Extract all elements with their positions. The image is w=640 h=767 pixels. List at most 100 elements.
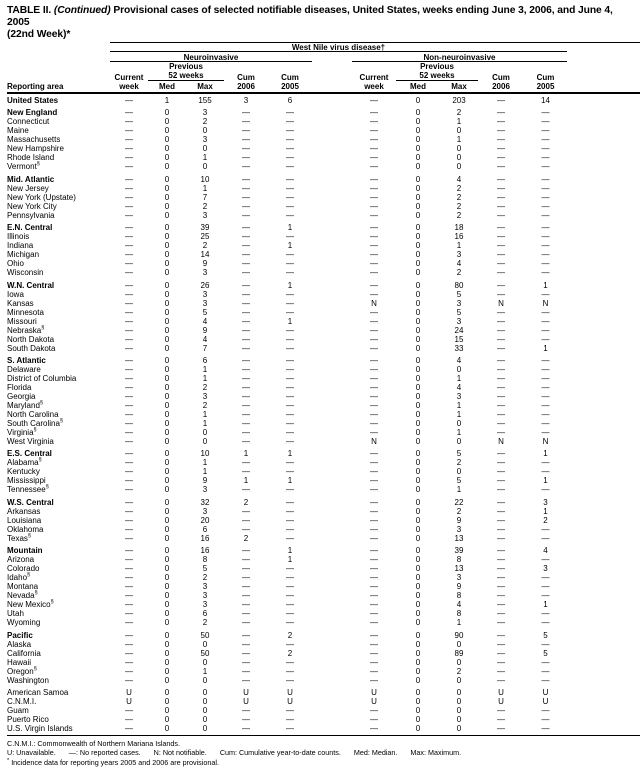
cell-value: 13 xyxy=(454,564,464,574)
cell-value: 2 xyxy=(456,183,462,193)
cell-value: 0 xyxy=(415,192,421,202)
cell-value: 0 xyxy=(415,696,421,706)
cell-value: 0 xyxy=(164,223,170,233)
cell-value: — xyxy=(541,201,550,211)
row-area-label: Connecticut xyxy=(7,117,50,127)
table-row: Colorado — 0 5 — — — 0 13 — 3 xyxy=(7,564,640,573)
row-area-label: E.S. Central xyxy=(7,449,52,459)
cell-value: 0 xyxy=(415,174,421,184)
cell-value: 1 xyxy=(202,458,208,468)
cell-value: 16 xyxy=(200,533,210,543)
cell-value: — xyxy=(370,666,378,676)
cell-value: 0 xyxy=(415,618,421,628)
cell-value: — xyxy=(497,497,505,507)
cell-value: — xyxy=(541,289,550,299)
cell-value: 0 xyxy=(164,201,170,211)
table-row: Florida — 0 2 — — — 0 4 — — xyxy=(7,383,640,392)
cell-value: — xyxy=(286,144,294,154)
cell-value: 0 xyxy=(456,436,462,446)
cell-value: 0 xyxy=(164,391,170,401)
cell-value: 2 xyxy=(202,201,208,211)
cell-value: — xyxy=(286,355,294,365)
cell-value: — xyxy=(370,153,378,163)
cell-value: — xyxy=(370,117,378,127)
cell-value: 0 xyxy=(415,555,421,565)
cell-value: — xyxy=(541,524,550,534)
cell-value: 3 xyxy=(456,391,462,401)
cell-value: — xyxy=(370,162,378,172)
table-row: Wisconsin — 0 3 — — — 0 2 — — xyxy=(7,268,640,277)
cell-value: 1 xyxy=(456,117,462,127)
cell-value: 6 xyxy=(202,609,208,619)
cell-value: — xyxy=(242,259,250,269)
row-area-label: E.N. Central xyxy=(7,223,53,233)
cell-value: — xyxy=(242,705,250,715)
cell-value: 3 xyxy=(456,573,462,583)
cell-value: 0 xyxy=(164,400,170,410)
cell-value: — xyxy=(286,458,294,468)
cell-value: U xyxy=(542,696,549,706)
cell-value: 4 xyxy=(456,174,462,184)
row-area-label: Oregon§ xyxy=(7,665,37,676)
cell-value: 0 xyxy=(164,609,170,619)
cell-value: 14 xyxy=(200,250,210,260)
cell-value: 0 xyxy=(164,666,170,676)
cell-value: — xyxy=(286,153,294,163)
cell-value: 0 xyxy=(164,307,170,317)
cell-value: — xyxy=(286,382,294,392)
cell-value: 0 xyxy=(456,705,462,715)
cell-value: — xyxy=(286,126,294,136)
table-row: Oregon§ — 0 1 — — — 0 2 — — xyxy=(7,665,640,676)
cell-value: U xyxy=(498,696,504,706)
cell-value: — xyxy=(286,600,294,610)
cell-value: — xyxy=(242,639,250,649)
cell-value: — xyxy=(497,334,505,344)
cell-value: 0 xyxy=(164,298,170,308)
header-top-rule xyxy=(110,42,640,52)
cell-value: — xyxy=(370,250,378,260)
cell-value: — xyxy=(541,409,550,419)
cell-value: — xyxy=(125,675,133,685)
cell-value: 1 xyxy=(543,343,548,353)
cell-value: 7 xyxy=(202,192,208,202)
cell-value: 3 xyxy=(456,524,462,534)
table-row: Puerto Rico — 0 0 — — — 0 0 — — xyxy=(7,715,640,724)
row-area-label: Mississippi xyxy=(7,476,46,486)
cell-value: 0 xyxy=(415,210,421,220)
cell-value: 0 xyxy=(164,696,170,706)
cell-value: — xyxy=(541,108,550,118)
cell-value: — xyxy=(286,609,294,619)
cell-value: — xyxy=(541,250,550,260)
cell-value: — xyxy=(370,174,378,184)
cell-value: 1 xyxy=(287,241,293,251)
cell-value: — xyxy=(125,666,133,676)
cell-value: — xyxy=(370,280,378,290)
cell-value: 4 xyxy=(456,600,462,610)
cell-value: — xyxy=(541,382,550,392)
cell-value: 0 xyxy=(415,639,421,649)
table-row: California — 0 50 — 2 — 0 89 — 5 xyxy=(7,649,640,658)
column-header-cum-2006-neuro: Cum 2006 xyxy=(237,73,255,91)
cell-value: — xyxy=(541,373,550,383)
cell-value: 0 xyxy=(415,564,421,574)
cell-value: — xyxy=(497,183,505,193)
cell-value: — xyxy=(370,555,378,565)
row-area-label: Wyoming xyxy=(7,618,41,628)
cell-value: 3 xyxy=(202,108,208,118)
cell-value: 0 xyxy=(202,436,208,446)
cell-value: 0 xyxy=(164,192,170,202)
cell-value: — xyxy=(286,582,294,592)
table-row: American Samoa U 0 0 U U U 0 0 U U xyxy=(7,688,640,697)
cell-value: N xyxy=(542,298,549,308)
cell-value: — xyxy=(242,609,250,619)
cell-value: 0 xyxy=(415,183,421,193)
cell-value: — xyxy=(541,675,550,685)
cell-value: 2 xyxy=(543,515,548,525)
cell-value: 0 xyxy=(415,373,421,383)
cell-value: 0 xyxy=(164,582,170,592)
cell-value: — xyxy=(541,657,550,667)
cell-value: — xyxy=(242,418,250,428)
cell-value: — xyxy=(370,648,378,658)
cell-value: — xyxy=(242,192,250,202)
